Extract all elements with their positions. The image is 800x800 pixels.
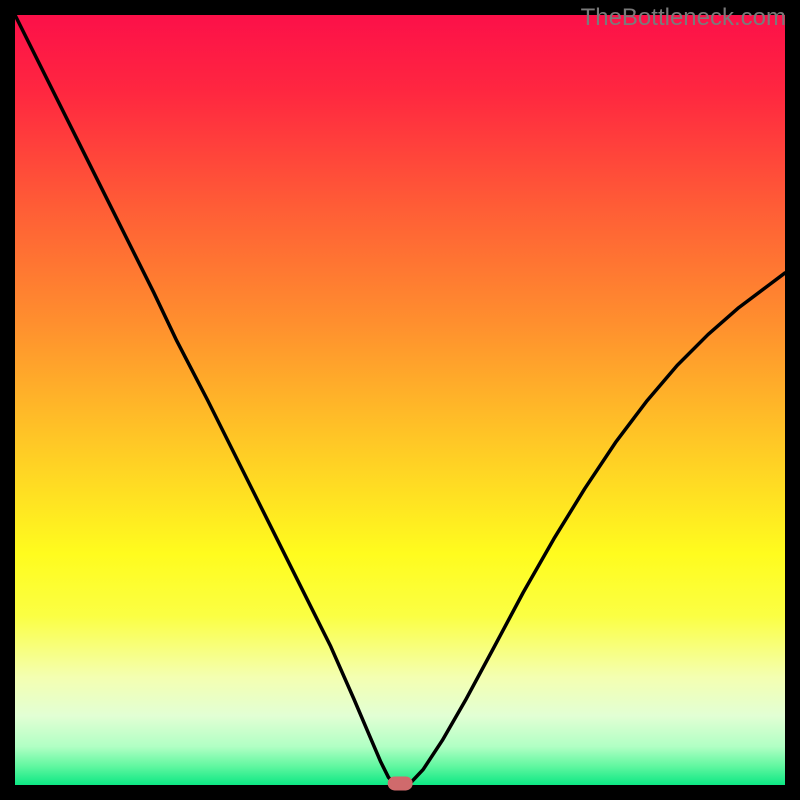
minimum-marker [388, 777, 413, 790]
plot-area [15, 15, 785, 785]
bottleneck-curve [15, 15, 785, 785]
chart-frame: TheBottleneck.com [0, 0, 800, 800]
watermark-text: TheBottleneck.com [581, 4, 786, 32]
